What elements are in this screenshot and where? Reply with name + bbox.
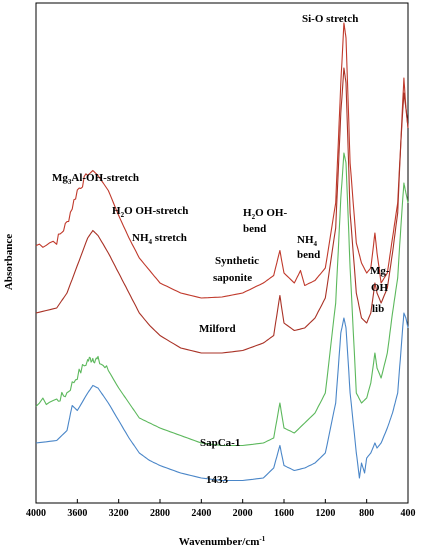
x-axis-title-sup: -1 — [259, 535, 265, 543]
x-tick-label: 4000 — [26, 508, 46, 519]
annotation-mg3al-oh-stretch: Mg3Al-OH-stretch — [52, 172, 139, 186]
annotation-nh4-stretch: NH4 stretch — [132, 232, 187, 246]
annotation-h2o-oh-bend-1: H2O OH- — [243, 207, 287, 221]
series-line-sapca-1 — [35, 152, 409, 447]
annotation-h2o-oh-bend-2: bend — [243, 223, 266, 235]
x-tick-label: 2000 — [233, 508, 253, 519]
x-tick-label: 2400 — [191, 508, 211, 519]
annotation-si-o-stretch: Si-O stretch — [302, 13, 358, 25]
annotation-mg-oh-lib-2: OH — [371, 282, 389, 294]
x-tick-label: 2800 — [150, 508, 170, 519]
annotation-synthetic: Synthetic — [215, 255, 259, 267]
x-tick-label: 800 — [359, 508, 374, 519]
annotation-sapca-1: SapCa-1 — [200, 437, 240, 449]
annotation-mg-oh-lib-3: lib — [372, 303, 384, 315]
annotation-mg-oh-lib-1: Mg- — [370, 265, 390, 277]
series-line-synthetic-saponite — [35, 22, 409, 299]
annotation-milford: Milford — [199, 323, 236, 335]
x-tick-label: 3200 — [109, 508, 129, 519]
y-axis-title: Absorbance — [3, 234, 15, 290]
x-tick-label: 400 — [401, 508, 416, 519]
x-tick-label: 1600 — [274, 508, 294, 519]
annotation-nh4-bend-2: bend — [297, 249, 320, 261]
annotation-nh4-bend-1: NH4 — [297, 234, 318, 248]
x-axis-title-main: Wavenumber/cm — [179, 536, 260, 548]
series-line-milford — [35, 67, 409, 354]
annotation-h2o-oh-stretch: H2O OH-stretch — [112, 205, 188, 219]
annotation-1433: 1433 — [206, 474, 229, 486]
x-tick-label: 1200 — [315, 508, 335, 519]
annotation-saponite: saponite — [213, 272, 252, 284]
x-axis-title: Wavenumber/cm-1 — [179, 535, 266, 548]
plot-frame — [35, 2, 409, 504]
series-line-1433 — [35, 312, 409, 482]
x-tick-label: 3600 — [67, 508, 87, 519]
